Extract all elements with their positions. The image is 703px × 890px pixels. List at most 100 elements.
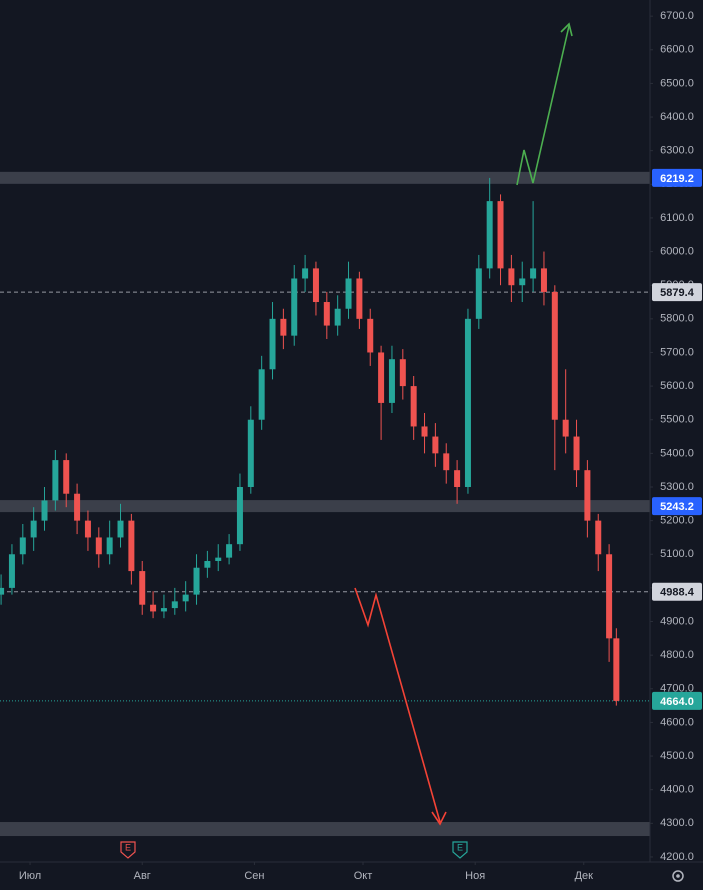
y-tick-label: 6500.0 (660, 77, 694, 89)
candle-body (269, 318, 276, 370)
candle-body (497, 201, 504, 269)
candle-body (193, 567, 200, 595)
y-tick-label: 4500.0 (660, 750, 694, 762)
price-label-box (652, 283, 702, 302)
level-band (0, 500, 650, 513)
up-arrow (516, 25, 570, 186)
candle-body (150, 604, 157, 612)
candle-body (0, 587, 5, 595)
x-tick-label: Ноя (465, 870, 485, 882)
candle-body (519, 278, 526, 286)
candle-body (215, 557, 222, 561)
price-label-box (652, 497, 702, 516)
candle-body (312, 268, 319, 303)
earnings-label: E (125, 842, 131, 852)
y-tick-label: 5500.0 (660, 414, 694, 426)
price-label-box (652, 168, 702, 187)
y-tick-label: 6700.0 (660, 10, 694, 22)
candle-body (475, 268, 482, 319)
candle-body (508, 268, 515, 286)
candle-body (540, 268, 547, 292)
earnings-label: E (457, 842, 463, 852)
candle-body (95, 537, 102, 555)
y-tick-label: 4700.0 (660, 683, 694, 695)
settings-button[interactable] (672, 870, 684, 882)
x-tick-label: Окт (354, 870, 373, 882)
candle-body (388, 359, 395, 403)
y-tick-label: 6100.0 (660, 212, 694, 224)
candle-body (302, 268, 309, 279)
y-tick-label: 6600.0 (660, 44, 694, 56)
x-tick-label: Дек (575, 870, 594, 882)
x-tick-label: Авг (134, 870, 151, 882)
candle-body (356, 278, 363, 319)
y-tick-label: 4400.0 (660, 784, 694, 796)
candle-body (139, 571, 146, 605)
candle-body (106, 537, 113, 555)
candle-body (52, 460, 59, 501)
candle-body (63, 460, 70, 494)
candle-body (117, 520, 124, 538)
y-tick-label: 4600.0 (660, 716, 694, 728)
candle-body (595, 520, 602, 555)
candle-body (84, 520, 91, 538)
price-label: 4664.0 (660, 696, 694, 708)
candle-body (573, 436, 580, 471)
price-label: 5243.2 (660, 501, 694, 513)
candle-body (160, 608, 167, 612)
earnings-marker[interactable]: E (120, 841, 136, 859)
candle-body (410, 386, 417, 427)
candles (0, 177, 620, 706)
candle-body (454, 470, 461, 487)
x-tick-label: Июл (19, 870, 41, 882)
y-tick-label: 4900.0 (660, 615, 694, 627)
level-band (0, 171, 650, 184)
earnings-marker[interactable]: E (452, 841, 468, 859)
candle-body (182, 594, 189, 602)
candle-body (530, 268, 537, 279)
candle-body (345, 278, 352, 309)
candle-body (204, 560, 211, 568)
candle-body (464, 318, 471, 487)
up-arrow-head (560, 22, 573, 37)
axis: 4200.0 4300.0 4400.0 4500.0 4600.0 4700.0 4800… (19, 10, 702, 882)
price-label: 5879.4 (660, 287, 695, 299)
candle-body (258, 369, 265, 420)
candle-body (19, 537, 26, 555)
price-label-box (652, 582, 702, 601)
candle-body (606, 554, 613, 639)
price-label: 4988.4 (660, 587, 695, 599)
candle-body (280, 318, 287, 336)
y-tick-label: 5700.0 (660, 346, 694, 358)
candle-body (399, 359, 406, 387)
price-label: 6219.2 (660, 173, 694, 185)
candle-body (443, 453, 450, 471)
price-label-box (652, 691, 702, 710)
y-tick-label: 5800.0 (660, 313, 694, 325)
candle-body (421, 426, 428, 437)
candle-body (551, 291, 558, 420)
candle-body (584, 470, 591, 521)
y-tick-label: 6400.0 (660, 111, 694, 123)
candle-body (291, 278, 298, 336)
candle-body (171, 601, 178, 609)
levels (0, 171, 650, 837)
candle-body (562, 419, 569, 437)
y-tick-label: 5100.0 (660, 548, 694, 560)
candle-body (226, 544, 233, 558)
candle-body (432, 436, 439, 454)
candle-body (378, 352, 385, 403)
candle-body (236, 486, 243, 545)
down-arrow (354, 587, 441, 823)
zone-band (0, 822, 650, 837)
candle-body (74, 493, 81, 521)
candle-body (128, 520, 135, 572)
y-tick-label: 4300.0 (660, 817, 694, 829)
price-axis (650, 0, 703, 862)
y-tick-label: 5600.0 (660, 380, 694, 392)
x-tick-label: Сен (244, 870, 264, 882)
y-tick-label: 6300.0 (660, 145, 694, 157)
y-tick-label: 5400.0 (660, 447, 694, 459)
y-tick-label: 6000.0 (660, 245, 694, 257)
